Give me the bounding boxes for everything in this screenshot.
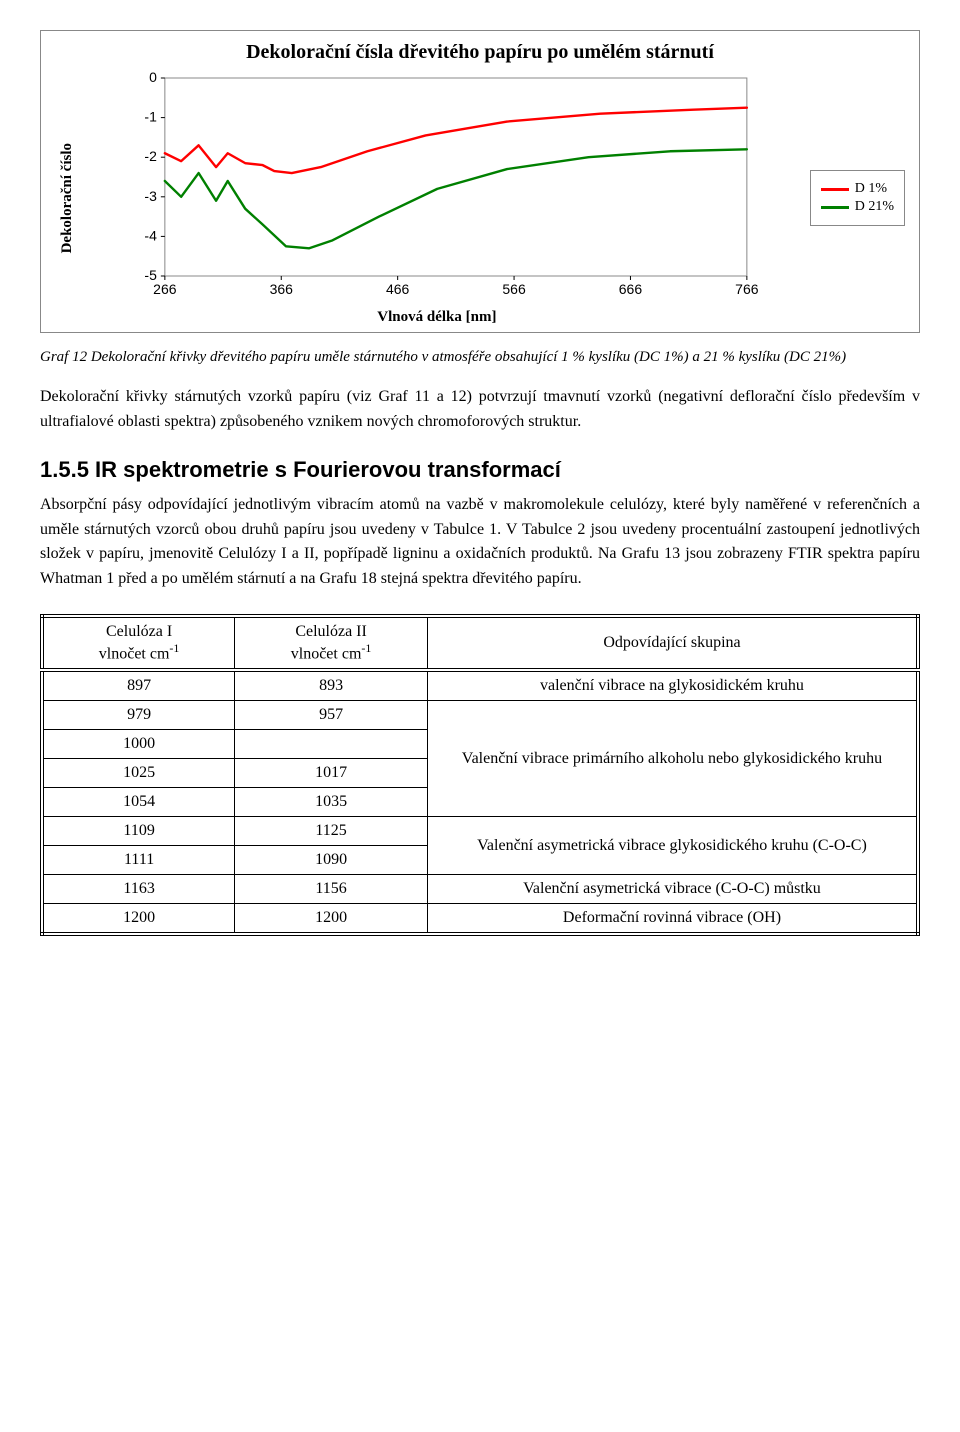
table-cell: 897 bbox=[42, 670, 235, 701]
table-cell: Valenční asymetrická vibrace (C-O-C) můs… bbox=[427, 875, 918, 904]
table-cell: 1017 bbox=[235, 759, 428, 788]
legend-swatch bbox=[821, 206, 849, 209]
table-cell: valenční vibrace na glykosidickém kruhu bbox=[427, 670, 918, 701]
table-header-cell: Celulóza Ivlnočet cm-1 bbox=[42, 616, 235, 670]
legend-item: D 21% bbox=[821, 199, 894, 215]
table-cell: 979 bbox=[42, 701, 235, 730]
table-row: 979957Valenční vibrace primárního alkoho… bbox=[42, 701, 918, 730]
table-cell: 1200 bbox=[42, 904, 235, 935]
paragraph-1: Dekolorační křivky stárnutých vzorků pap… bbox=[40, 385, 920, 435]
svg-text:0: 0 bbox=[149, 70, 157, 85]
legend-label: D 1% bbox=[855, 181, 887, 197]
table-cell: 1125 bbox=[235, 817, 428, 846]
table-cell: 1109 bbox=[42, 817, 235, 846]
table-cell: 1035 bbox=[235, 788, 428, 817]
table-cell: Valenční asymetrická vibrace glykosidick… bbox=[427, 817, 918, 875]
table-cell: 1090 bbox=[235, 846, 428, 875]
chart-svg: 0-1-2-3-4-5266366466566666766 bbox=[76, 70, 798, 300]
table-cell: Deformační rovinná vibrace (OH) bbox=[427, 904, 918, 935]
table-row: 11631156Valenční asymetrická vibrace (C-… bbox=[42, 875, 918, 904]
legend-label: D 21% bbox=[855, 199, 894, 215]
section-heading: 1.5.5 IR spektrometrie s Fourierovou tra… bbox=[40, 457, 920, 483]
table-cell: 1025 bbox=[42, 759, 235, 788]
table-cell: Valenční vibrace primárního alkoholu neb… bbox=[427, 701, 918, 817]
table-cell: 1163 bbox=[42, 875, 235, 904]
table-cell: 1156 bbox=[235, 875, 428, 904]
table-row: 897893valenční vibrace na glykosidickém … bbox=[42, 670, 918, 701]
svg-text:566: 566 bbox=[502, 281, 526, 297]
svg-text:766: 766 bbox=[735, 281, 759, 297]
table-cell: 1200 bbox=[235, 904, 428, 935]
svg-text:-4: -4 bbox=[144, 227, 157, 243]
legend-item: D 1% bbox=[821, 181, 894, 197]
table-row: 12001200Deformační rovinná vibrace (OH) bbox=[42, 904, 918, 935]
chart-x-label: Vlnová délka [nm] bbox=[76, 309, 798, 326]
chart-area: Dekolorační číslo 0-1-2-3-4-526636646656… bbox=[55, 70, 905, 326]
chart-legend: D 1% D 21% bbox=[810, 170, 905, 226]
table-header-cell: Celulóza IIvlnočet cm-1 bbox=[235, 616, 428, 670]
svg-text:466: 466 bbox=[386, 281, 410, 297]
chart-container: Dekolorační čísla dřevitého papíru po um… bbox=[40, 30, 920, 333]
svg-text:666: 666 bbox=[619, 281, 643, 297]
table-cell: 957 bbox=[235, 701, 428, 730]
table-cell: 893 bbox=[235, 670, 428, 701]
table-cell: 1054 bbox=[42, 788, 235, 817]
wavenumber-table: Celulóza Ivlnočet cm-1Celulóza IIvlnočet… bbox=[40, 614, 920, 936]
svg-text:-1: -1 bbox=[144, 109, 157, 125]
chart-title: Dekolorační čísla dřevitého papíru po um… bbox=[55, 41, 905, 64]
table-cell: 1111 bbox=[42, 846, 235, 875]
paragraph-2: Absorpční pásy odpovídající jednotlivým … bbox=[40, 493, 920, 592]
chart-caption: Graf 12 Dekolorační křivky dřevitého pap… bbox=[40, 347, 920, 367]
table-row: 11091125Valenční asymetrická vibrace gly… bbox=[42, 817, 918, 846]
svg-text:366: 366 bbox=[270, 281, 294, 297]
chart-y-label: Dekolorační číslo bbox=[55, 143, 76, 253]
table-header-cell: Odpovídající skupina bbox=[427, 616, 918, 670]
legend-swatch bbox=[821, 188, 849, 191]
table-cell bbox=[235, 730, 428, 759]
svg-text:-2: -2 bbox=[144, 148, 157, 164]
table-cell: 1000 bbox=[42, 730, 235, 759]
svg-text:266: 266 bbox=[153, 281, 177, 297]
chart-plot: 0-1-2-3-4-5266366466566666766 Vlnová dél… bbox=[76, 70, 798, 326]
svg-text:-3: -3 bbox=[144, 188, 157, 204]
